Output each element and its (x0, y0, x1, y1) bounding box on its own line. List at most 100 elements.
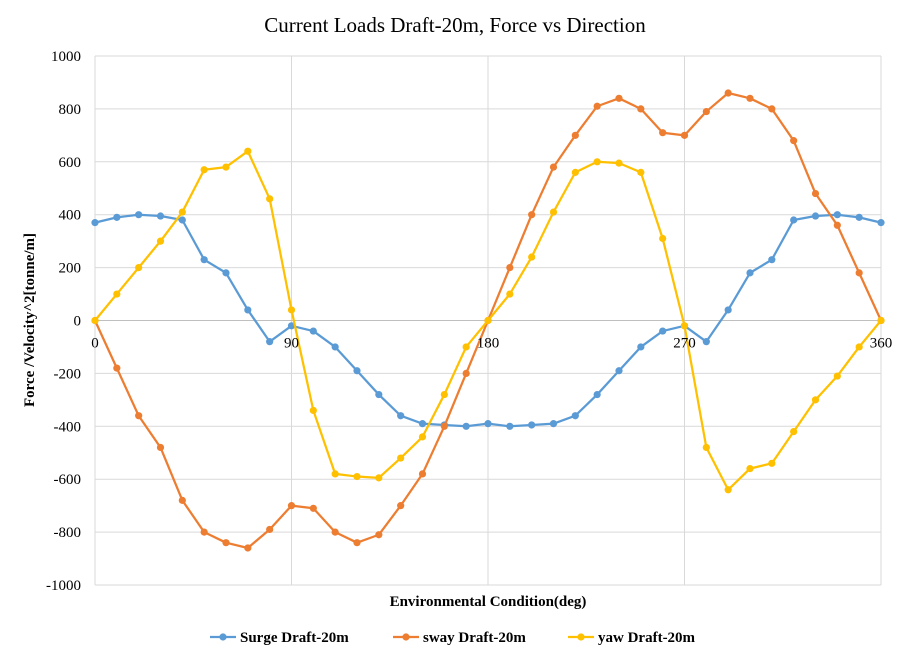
data-point (506, 290, 514, 298)
y-tick-label: 200 (59, 261, 82, 277)
data-point (680, 131, 689, 139)
data-point (397, 454, 405, 462)
data-point (702, 443, 710, 452)
tick-labels: 1000 800 600 400 200 0 -200 -400 -600 -800 -1000 0 9… (46, 49, 892, 594)
data-point (528, 253, 536, 261)
data-point (353, 539, 361, 547)
data-point (91, 219, 99, 227)
legend-label: sway Draft-20m (423, 630, 526, 646)
data-point (266, 338, 274, 346)
data-point (702, 107, 710, 116)
data-point (200, 256, 208, 264)
data-point (156, 212, 165, 220)
y-axis-title: Force /Velocity^2[tonne/m] (22, 233, 38, 407)
data-point (790, 216, 798, 224)
legend-item: yaw Draft-20m (568, 630, 696, 646)
data-point (659, 234, 667, 243)
data-point (768, 256, 776, 264)
legend-marker (577, 633, 585, 641)
data-point (724, 306, 732, 314)
data-point (353, 367, 361, 375)
legend-marker (219, 633, 227, 641)
data-point (833, 211, 841, 219)
data-point (331, 470, 339, 478)
data-point (790, 137, 798, 145)
x-tick-label: 0 (91, 336, 99, 352)
data-point (549, 163, 558, 171)
legend: Surge Draft-20m sway Draft-20m yaw Draft-2… (210, 630, 696, 646)
series-1 (91, 211, 885, 430)
data-point (637, 168, 645, 176)
data-point (397, 412, 405, 420)
data-point (746, 269, 754, 277)
chart-title: Current Loads Draft-20m, Force vs Direct… (264, 13, 646, 37)
data-point (178, 496, 186, 504)
data-point (309, 504, 317, 512)
data-point (200, 166, 208, 174)
data-point (244, 544, 252, 552)
x-axis-title: Environmental Condition(deg) (390, 594, 587, 610)
data-point (135, 264, 143, 272)
data-point (244, 306, 252, 314)
data-point (135, 211, 143, 219)
data-point (222, 269, 230, 277)
data-point (244, 147, 252, 155)
data-point (178, 216, 186, 224)
data-point (528, 421, 536, 429)
data-point (637, 105, 645, 113)
data-point (418, 470, 427, 478)
data-point (593, 102, 601, 110)
data-point (680, 322, 689, 330)
data-point (397, 502, 405, 510)
data-point (113, 364, 121, 372)
data-point (287, 322, 296, 330)
data-point (790, 427, 798, 436)
y-tick-label: -200 (54, 366, 82, 382)
data-point (440, 390, 448, 399)
data-point (440, 422, 448, 430)
data-point (309, 406, 317, 415)
data-point (222, 539, 230, 547)
data-point (462, 343, 470, 351)
legend-marker (402, 633, 410, 641)
data-point (724, 89, 732, 97)
y-tick-label: -400 (54, 419, 82, 435)
data-point (178, 208, 186, 216)
data-point (877, 219, 885, 227)
data-point (484, 420, 492, 428)
data-point (615, 367, 623, 375)
data-point (724, 486, 732, 494)
data-point (222, 163, 230, 171)
legend-label: yaw Draft-20m (598, 630, 696, 646)
data-point (375, 531, 383, 539)
data-point (768, 459, 776, 467)
data-point (287, 306, 296, 314)
data-point (833, 372, 841, 380)
data-point (418, 420, 427, 428)
x-tick-label: 270 (673, 336, 696, 352)
data-point (91, 316, 99, 325)
data-point (156, 237, 165, 245)
legend-item: sway Draft-20m (393, 630, 526, 646)
data-point (528, 211, 536, 219)
data-point (659, 129, 667, 137)
data-point (287, 502, 296, 510)
data-point (200, 528, 208, 536)
data-point (593, 390, 601, 399)
y-tick-label: 400 (59, 208, 82, 224)
data-point (659, 327, 667, 335)
legend-label: Surge Draft-20m (240, 630, 349, 646)
x-tick-label: 180 (477, 336, 500, 352)
data-point (549, 420, 558, 428)
data-point (571, 168, 579, 176)
y-tick-label: -1000 (46, 578, 81, 594)
series-group (91, 89, 885, 552)
data-point (855, 213, 863, 221)
data-point (375, 474, 383, 482)
legend-item: Surge Draft-20m (210, 630, 349, 646)
data-point (811, 396, 820, 404)
y-tick-label: 1000 (51, 49, 81, 65)
data-point (615, 159, 623, 167)
